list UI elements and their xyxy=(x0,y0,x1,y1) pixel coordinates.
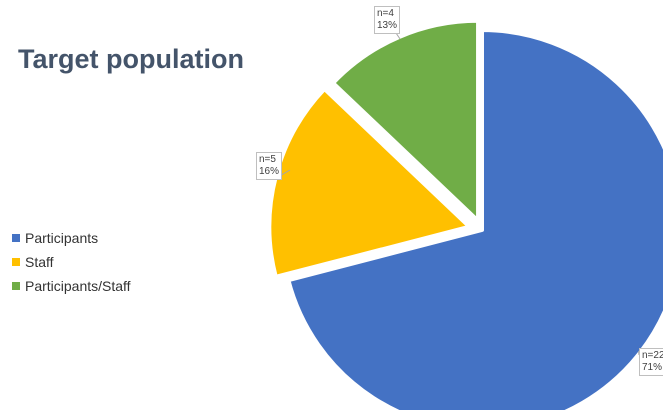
legend-swatch-participants xyxy=(12,234,20,242)
legend-item-staff: Staff xyxy=(12,250,131,274)
legend-swatch-staff xyxy=(12,258,20,266)
chart-title: Target population xyxy=(18,44,244,74)
legend-item-participants: Participants xyxy=(12,226,131,250)
data-label-participants-staff-pct: 13% xyxy=(377,20,398,31)
data-label-participants-staff: n=4 13% xyxy=(374,6,401,34)
legend-label-staff: Staff xyxy=(25,254,54,270)
data-label-staff-n: n=5 xyxy=(259,154,276,165)
chart-legend: Participants Staff Participants/Staff xyxy=(12,226,131,298)
data-label-staff: n=5 16% xyxy=(256,152,283,180)
legend-label-participants: Participants xyxy=(25,230,99,246)
data-label-participants-staff-n: n=4 xyxy=(377,8,394,19)
data-label-participants-n: n=22 xyxy=(642,350,663,361)
legend-swatch-participants-staff xyxy=(12,282,20,290)
legend-item-participants-staff: Participants/Staff xyxy=(12,274,131,298)
data-label-participants: n=22 71% xyxy=(639,348,663,376)
legend-label-participants-staff: Participants/Staff xyxy=(25,278,131,294)
data-label-staff-pct: 16% xyxy=(259,166,280,177)
data-label-participants-pct: 71% xyxy=(642,362,663,373)
pie-slices xyxy=(267,18,663,410)
